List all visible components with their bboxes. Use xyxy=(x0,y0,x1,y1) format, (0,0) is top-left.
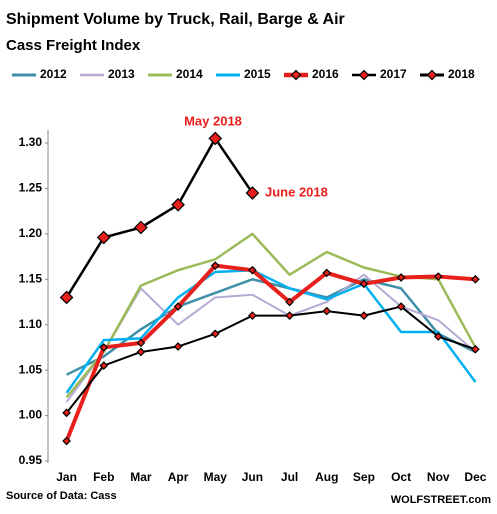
series-line xyxy=(64,263,476,442)
x-tick-label: Dec xyxy=(464,470,486,484)
x-tick-label: Apr xyxy=(168,470,189,484)
marker xyxy=(396,273,406,282)
marker xyxy=(471,274,480,284)
y-tick-label: 0.95 xyxy=(19,453,43,467)
marker xyxy=(433,332,443,341)
marker xyxy=(248,265,257,275)
x-tick-label: Jan xyxy=(56,470,77,484)
marker xyxy=(136,347,146,357)
x-tick-label: Nov xyxy=(427,470,450,484)
y-tick-label: 1.05 xyxy=(19,362,43,376)
marker xyxy=(171,197,185,212)
y-tick-label: 1.15 xyxy=(19,271,43,285)
marker xyxy=(285,297,294,307)
legend-label: 2014 xyxy=(176,67,203,81)
legend-label: 2017 xyxy=(380,67,407,81)
marker xyxy=(134,220,148,235)
marker xyxy=(433,272,443,281)
marker xyxy=(359,311,369,320)
marker xyxy=(210,329,220,339)
marker xyxy=(136,338,146,348)
series-line xyxy=(65,305,476,414)
chart-subtitle: Cass Freight Index xyxy=(6,37,141,54)
legend-label: 2015 xyxy=(244,67,271,81)
x-tick-label: Sep xyxy=(353,470,375,484)
marker xyxy=(173,302,183,311)
x-tick-label: May xyxy=(204,470,228,484)
annotation: May 2018 xyxy=(184,113,242,128)
marker xyxy=(359,279,369,289)
marker xyxy=(62,436,71,446)
legend-label: 2018 xyxy=(448,67,475,81)
x-tick-label: Aug xyxy=(315,470,338,484)
marker xyxy=(285,311,294,320)
x-tick-label: Feb xyxy=(93,470,114,484)
legend-marker xyxy=(426,69,438,81)
y-tick-label: 1.30 xyxy=(19,135,43,149)
x-tick-label: Oct xyxy=(391,470,411,484)
marker xyxy=(99,361,109,370)
marker xyxy=(322,268,332,278)
x-tick-label: Mar xyxy=(130,470,152,484)
marker xyxy=(396,302,406,311)
legend-marker xyxy=(358,69,370,81)
marker xyxy=(322,306,332,316)
chart-title: Shipment Volume by Truck, Rail, Barge & … xyxy=(6,11,345,28)
series-line xyxy=(65,268,477,394)
legend-label: 2016 xyxy=(312,67,339,81)
source: Source of Data: Cass xyxy=(6,490,117,502)
annotation: June 2018 xyxy=(265,184,328,199)
y-tick-label: 1.10 xyxy=(19,317,43,331)
legend-label: 2013 xyxy=(108,67,135,81)
marker xyxy=(59,290,74,305)
credit: WOLFSTREET.com xyxy=(391,494,491,506)
x-tick-label: Jul xyxy=(281,470,298,484)
y-tick-label: 1.25 xyxy=(19,181,43,195)
x-tick-label: Jun xyxy=(242,470,263,484)
legend-marker xyxy=(290,69,302,81)
marker xyxy=(245,186,260,200)
marker xyxy=(208,131,223,146)
y-tick-label: 1.00 xyxy=(19,408,43,422)
legend-label: 2012 xyxy=(40,67,67,81)
marker xyxy=(210,261,220,271)
marker xyxy=(248,311,257,320)
marker xyxy=(62,408,71,418)
marker xyxy=(173,342,183,351)
y-tick-label: 1.20 xyxy=(19,226,43,240)
marker xyxy=(96,230,111,245)
marker xyxy=(471,344,480,354)
marker xyxy=(99,343,109,352)
series-line xyxy=(65,137,254,299)
